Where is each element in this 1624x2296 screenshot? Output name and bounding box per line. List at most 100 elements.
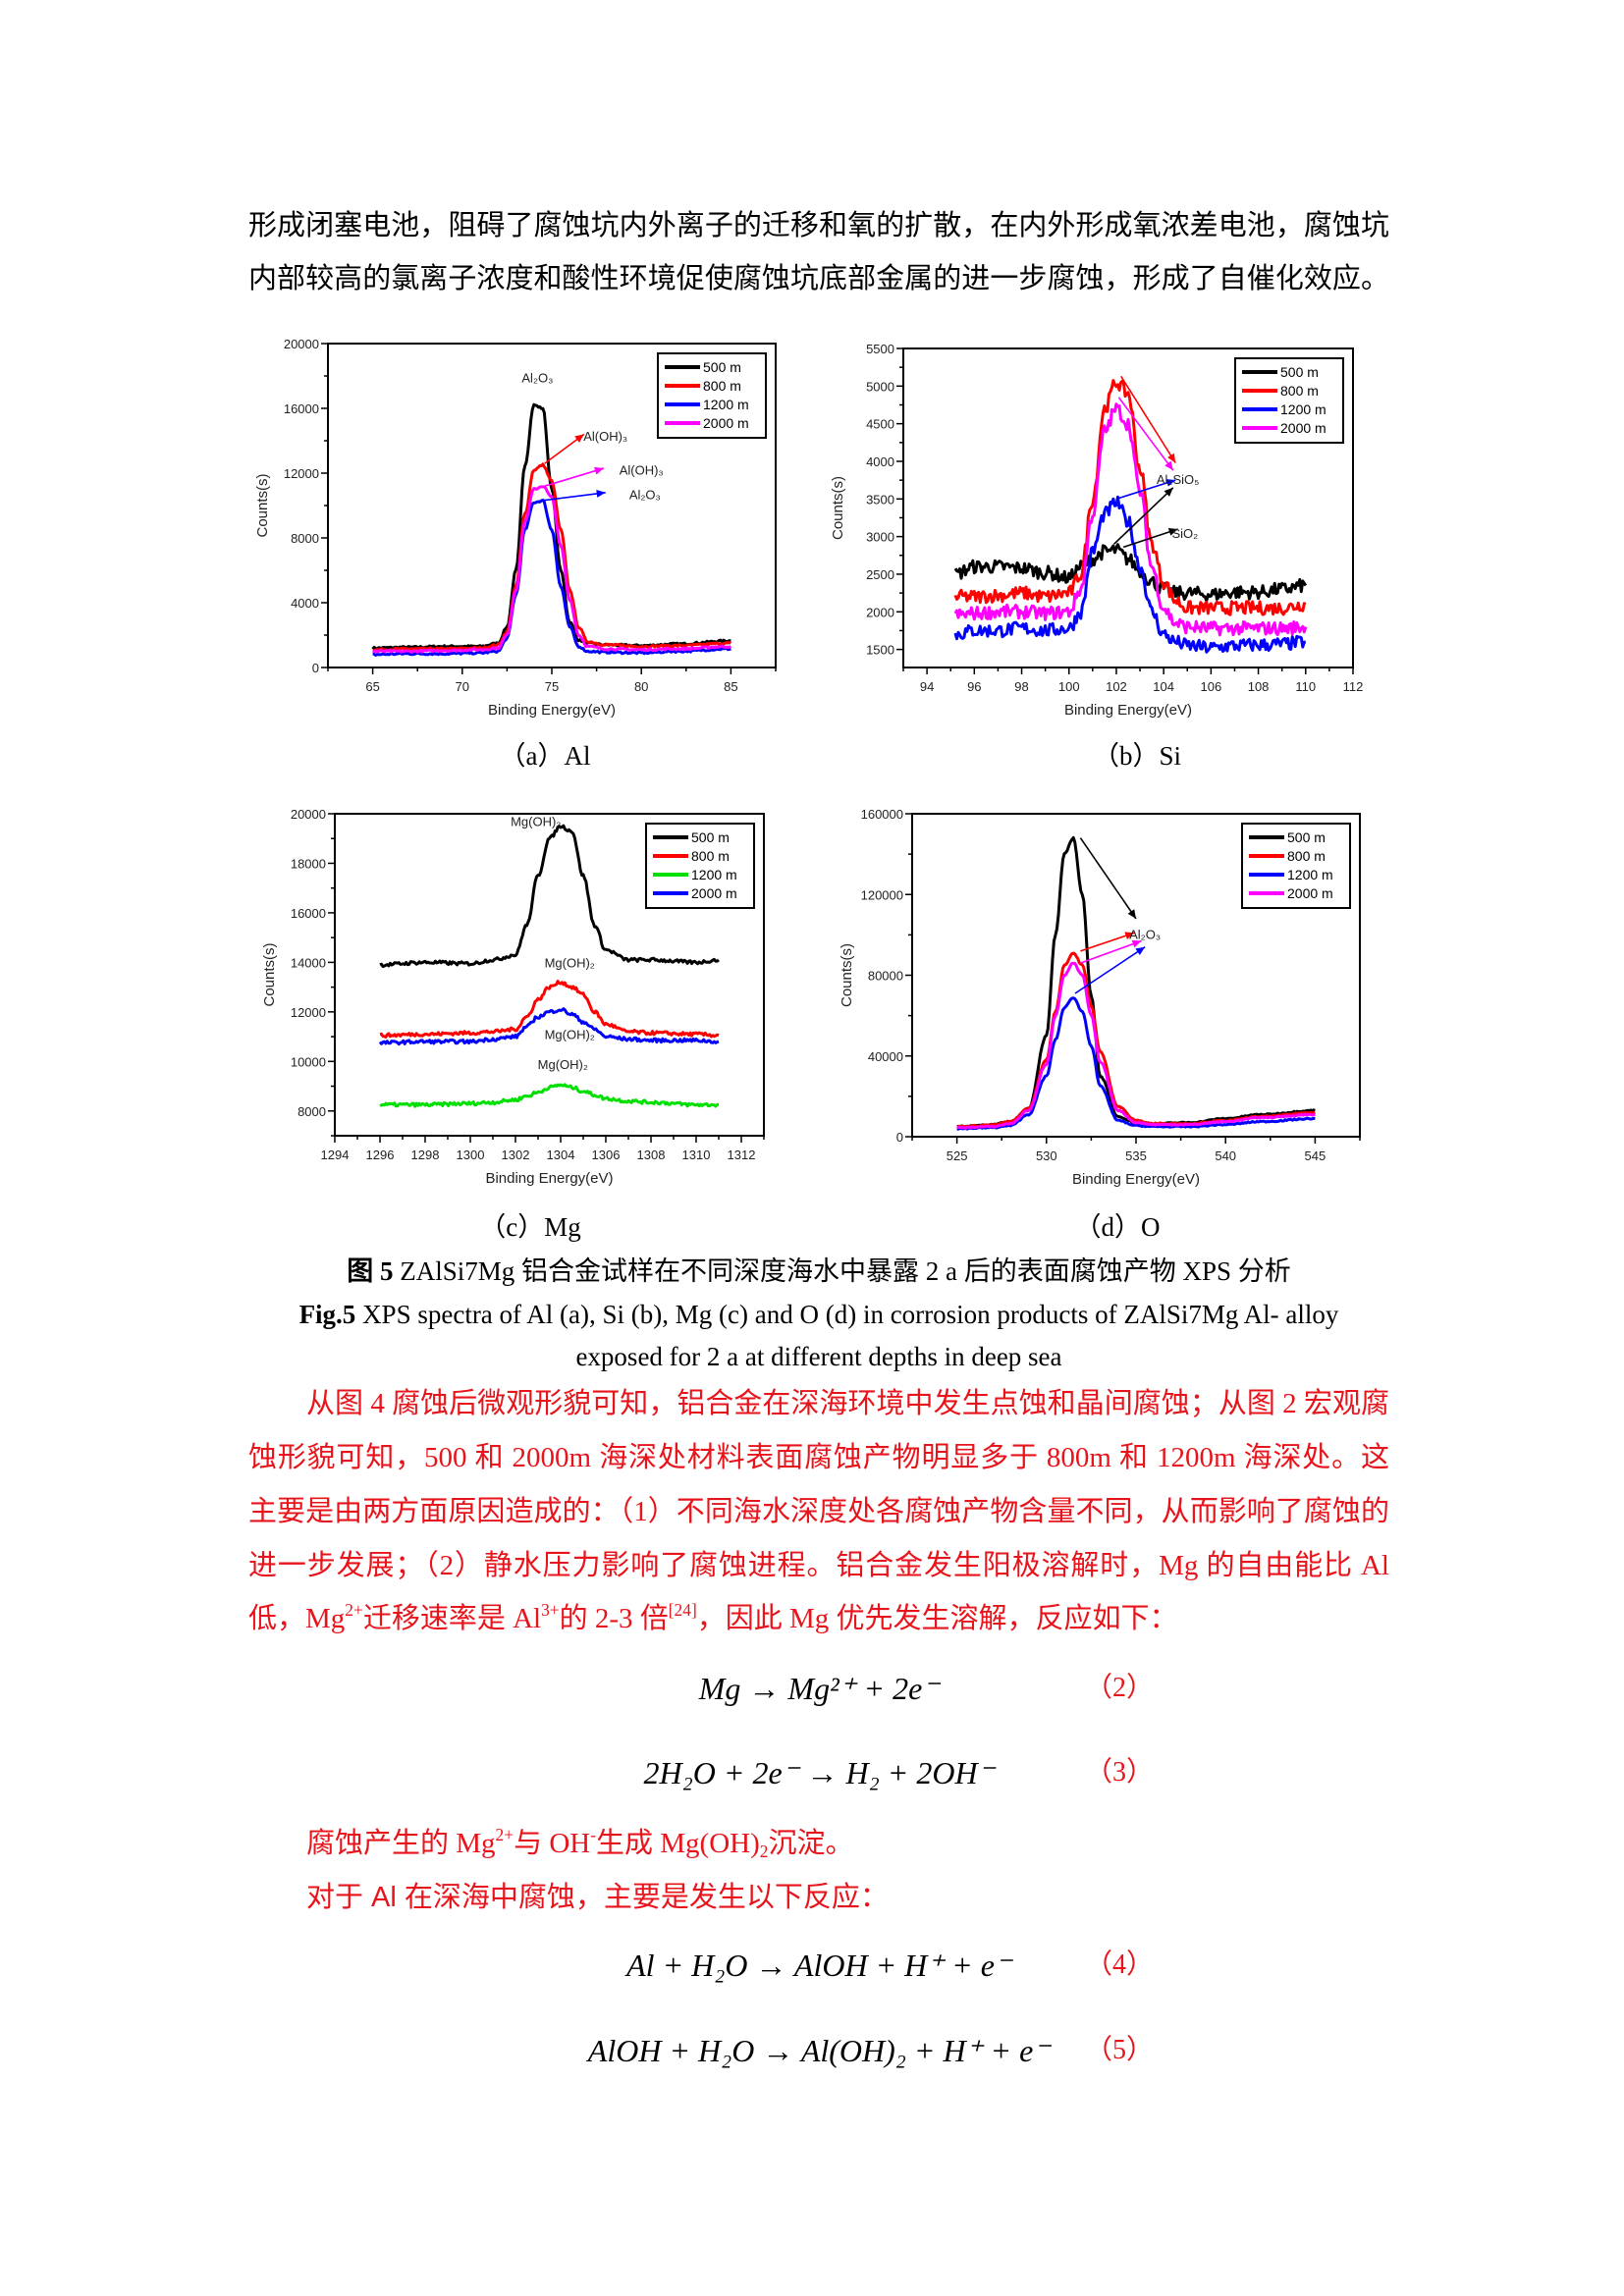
paragraph-line-4: 进一步发展；（2）静水压力影响了腐蚀进程。铝合金发生阳极溶解时，Mg 的自由能比… [248,1550,1389,1581]
legend-entry: 1200 m [1287,867,1333,882]
equation-text: 2H₂O + 2e⁻ → H₂ + 2OH⁻ [643,1755,995,1790]
annotation-arrow [1074,946,1146,994]
equation-4: Al + H₂O → AlOH + H⁺ + e⁻ （4） [248,1944,1389,1987]
series-line-800m [372,462,732,653]
caption-b: （b）Si [1092,741,1182,771]
y-tick-label: 2000 [866,605,894,619]
equation-text: Al + H₂O → AlOH + H⁺ + e⁻ [626,1948,1011,1983]
plot-frame [902,347,1354,668]
series-line-2000m [372,485,732,654]
x-tick-label: 85 [724,679,737,694]
y-tick-label: 5000 [866,379,894,394]
y-tick-label: 8000 [291,531,319,546]
equation-number: （4） [1084,1949,1154,1980]
mg-sentence: 腐蚀产生的 Mg2+与 OH-生成 Mg(OH)2沉淀。 [306,1824,1447,1863]
arrowhead-icon [596,489,606,498]
y-tick-label: 1500 [866,643,894,658]
series-line-800m [379,980,720,1039]
figure-label-cn: 图 5 [347,1256,394,1286]
x-tick-label: 1308 [637,1148,666,1162]
paragraph-line-2: 蚀形貌可知，500 和 2000m 海深处材料表面腐蚀产物明显多于 800m 和… [248,1442,1389,1473]
y-tick-label: 40000 [868,1049,903,1064]
arrowhead-icon [1164,487,1173,497]
equation-number: （2） [1084,1673,1154,1703]
citation-ref: [24] [668,1599,697,1620]
equation-number: （5） [1084,2035,1154,2065]
text: 与 OH [514,1828,591,1859]
x-tick-label: 1312 [728,1148,756,1162]
y-tick-label: 5500 [866,342,894,356]
y-tick-label: 18000 [291,856,326,871]
figure-caption-en-text: XPS spectra of Al (a), Si (b), Mg (c) an… [355,1300,1339,1329]
arrowhead-icon [1167,528,1178,536]
legend-entry: 1200 m [1280,401,1326,417]
y-axis-label: Counts(s) [254,473,271,537]
al-sentence: 对于 Al 在深海中腐蚀，主要是发生以下反应： [306,1882,889,1913]
legend-entry: 800 m [1287,848,1326,864]
y-tick-label: 4000 [866,454,894,469]
y-tick-label: 4000 [291,596,319,611]
arrowhead-icon [1164,460,1173,471]
arrowhead-icon [1127,909,1136,919]
arrowhead-icon [1165,479,1176,487]
legend-entry: 500 m [1280,364,1319,380]
x-axis-label: Binding Energy(eV) [1064,702,1192,719]
plot-frame [334,813,765,1137]
x-tick-label: 1300 [457,1148,485,1162]
x-tick-label: 96 [967,679,981,694]
equation-3: 2H₂O + 2e⁻ → H₂ + 2OH⁻ （3） [248,1751,1389,1794]
caption-d: （d）O [1074,1212,1161,1242]
x-tick-label: 104 [1153,679,1174,694]
x-tick-label: 100 [1058,679,1080,694]
y-tick-label: 3000 [866,530,894,545]
x-tick-label: 108 [1248,679,1270,694]
x-tick-label: 98 [1014,679,1028,694]
x-tick-label: 1294 [321,1148,350,1162]
paragraph-line-5: 低，Mg2+迁移速率是 Al3+的 2-3 倍[24]，因此 Mg 优先发生溶解… [248,1599,1389,1638]
equation-5: AlOH + H₂O → Al(OH)₂ + H⁺ + e⁻ （5） [248,2029,1389,2072]
annotation-arrow [1080,939,1142,964]
x-tick-label: 1298 [411,1148,440,1162]
y-axis-label: Counts(s) [261,942,278,1006]
intro-line-2: 内部较高的氯离子浓度和酸性环境促使腐蚀坑底部金属的进一步腐蚀，形成了自催化效应。 [248,263,1389,294]
series-line-1200m [956,996,1316,1131]
equation-text: Mg → Mg²⁺ + 2e⁻ [698,1671,940,1706]
figure-caption-en-2: exposed for 2 a at different depths in d… [575,1342,1062,1371]
text: 低，Mg [248,1603,346,1634]
figure-caption-en: Fig.5 XPS spectra of Al (a), Si (b), Mg … [248,1297,1389,1332]
series-line-1200m [379,1083,720,1108]
peak-annotation: Al(OH)₃ [583,429,627,444]
series-line-500m [371,402,731,651]
text: 的 2-3 倍 [559,1603,669,1634]
subscript: 2 [759,1842,769,1862]
text: 生成 Mg(OH) [596,1828,760,1859]
x-tick-label: 75 [545,679,559,694]
legend-entry: 800 m [1280,383,1319,399]
legend: 500 m 800 m 1200 m 2000 m [645,823,755,909]
paragraph-line-3: 主要是由两方面原因造成的：（1）不同海水深度处各腐蚀产物含量不同，从而影响了腐蚀… [248,1496,1389,1527]
legend-entry: 500 m [691,829,730,845]
superscript: 3+ [541,1599,560,1620]
y-tick-label: 12000 [284,466,319,481]
x-axis-label: Binding Energy(eV) [485,1170,613,1187]
x-tick-label: 102 [1106,679,1127,694]
annotation-arrow [1117,397,1174,471]
y-tick-label: 80000 [868,969,903,984]
text: 迁移速率是 Al [362,1603,542,1634]
x-tick-label: 70 [456,679,469,694]
superscript: - [590,1824,596,1844]
x-tick-label: 110 [1295,679,1316,694]
y-tick-label: 20000 [291,807,326,822]
paragraph-line-1: 从图 4 腐蚀后微观形貌可知，铝合金在深海环境中发生点蚀和晶间腐蚀；从图 2 宏… [306,1388,1389,1419]
series-line-1200m [372,499,731,657]
y-tick-label: 2500 [866,567,894,582]
x-tick-label: 535 [1125,1148,1147,1163]
equation-text: AlOH + H₂O → Al(OH)₂ + H⁺ + e⁻ [587,2033,1051,2068]
figure-caption-cn-text: ZAlSi7Mg 铝合金试样在不同深度海水中暴露 2 a 后的表面腐蚀产物 XP… [393,1256,1291,1286]
y-tick-label: 14000 [291,955,326,970]
peak-annotation: Al(OH)₃ [620,463,664,478]
y-tick-label: 10000 [291,1054,326,1069]
y-tick-label: 0 [896,1130,903,1145]
x-tick-label: 1310 [682,1148,711,1162]
x-tick-label: 540 [1215,1148,1236,1163]
